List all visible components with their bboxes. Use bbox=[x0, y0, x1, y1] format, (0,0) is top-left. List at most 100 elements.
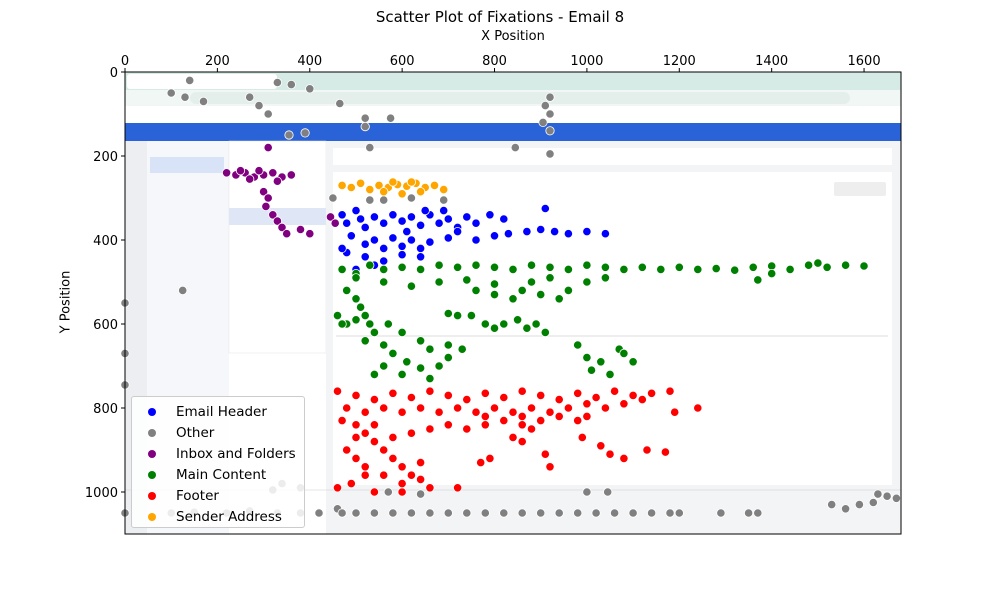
data-point-main-content bbox=[365, 319, 375, 329]
data-point-other bbox=[379, 195, 389, 205]
data-point-inbox-and-folders bbox=[295, 224, 306, 235]
data-point-other bbox=[245, 92, 255, 102]
x-tick-label: 1200 bbox=[663, 54, 696, 69]
data-point-main-content bbox=[711, 263, 721, 274]
data-point-footer bbox=[351, 390, 361, 400]
data-point-main-content bbox=[628, 357, 638, 367]
data-point-main-content bbox=[499, 319, 509, 329]
data-point-email-header bbox=[337, 243, 347, 253]
data-point-footer bbox=[406, 470, 416, 480]
data-point-main-content bbox=[489, 323, 500, 333]
data-point-inbox-and-folders bbox=[222, 168, 232, 178]
data-point-main-content bbox=[582, 352, 592, 363]
data-point-email-header bbox=[540, 203, 550, 214]
data-point-main-content bbox=[563, 264, 574, 274]
data-point-main-content bbox=[803, 260, 814, 270]
data-point-footer bbox=[415, 403, 426, 413]
data-point-main-content bbox=[425, 344, 435, 354]
data-point-footer bbox=[369, 394, 379, 405]
data-point-footer bbox=[332, 386, 343, 396]
data-point-footer bbox=[369, 487, 379, 497]
y-tick-label: 600 bbox=[93, 318, 118, 333]
legend-item: Email Header bbox=[132, 402, 304, 422]
data-point-main-content bbox=[360, 310, 370, 321]
data-point-footer bbox=[665, 386, 675, 396]
data-point-inbox-and-folders bbox=[258, 187, 269, 197]
data-point-main-content bbox=[563, 285, 574, 295]
data-point-footer bbox=[545, 407, 555, 417]
data-point-main-content bbox=[434, 277, 444, 287]
data-point-other bbox=[743, 508, 754, 518]
data-point-footer bbox=[351, 420, 361, 430]
data-point-inbox-and-folders bbox=[282, 229, 292, 239]
data-point-other bbox=[536, 508, 546, 518]
data-point-other bbox=[166, 88, 176, 98]
data-point-footer bbox=[660, 447, 671, 457]
data-point-other bbox=[305, 84, 315, 94]
data-point-other bbox=[284, 130, 294, 140]
data-point-inbox-and-folders bbox=[305, 229, 315, 239]
data-point-email-header bbox=[452, 227, 463, 237]
data-point-email-header bbox=[360, 222, 370, 232]
data-point-inbox-and-folders bbox=[254, 166, 264, 176]
legend-label: Other bbox=[176, 425, 215, 441]
data-point-footer bbox=[360, 462, 370, 472]
data-point-other bbox=[198, 96, 209, 107]
series-main-content bbox=[332, 258, 869, 384]
data-point-footer bbox=[425, 424, 435, 434]
data-point-footer bbox=[489, 403, 500, 413]
data-point-main-content bbox=[434, 361, 444, 371]
data-point-email-header bbox=[346, 231, 356, 241]
data-point-main-content bbox=[637, 262, 647, 272]
data-point-main-content bbox=[342, 285, 352, 295]
data-point-other bbox=[674, 508, 684, 518]
data-point-email-header bbox=[379, 243, 389, 253]
data-point-other bbox=[254, 101, 264, 111]
data-point-other bbox=[499, 508, 509, 518]
data-point-other bbox=[462, 508, 472, 518]
data-point-footer bbox=[582, 411, 592, 421]
data-point-email-header bbox=[406, 235, 416, 245]
data-point-main-content bbox=[674, 262, 684, 272]
data-point-other bbox=[425, 508, 435, 518]
data-point-footer bbox=[388, 388, 398, 398]
data-point-main-content bbox=[466, 310, 476, 321]
data-point-sender-address bbox=[397, 189, 407, 199]
data-point-sender-address bbox=[355, 178, 366, 188]
data-point-footer bbox=[554, 411, 564, 421]
data-point-main-content bbox=[526, 260, 537, 270]
data-point-footer bbox=[471, 407, 481, 417]
data-point-main-content bbox=[582, 260, 592, 270]
data-point-footer bbox=[517, 420, 527, 430]
data-point-footer bbox=[609, 386, 620, 396]
data-point-main-content bbox=[605, 369, 615, 379]
data-point-main-content bbox=[540, 327, 550, 337]
x-tick-label: 1000 bbox=[570, 54, 603, 69]
data-point-email-header bbox=[397, 216, 407, 226]
data-point-main-content bbox=[656, 264, 666, 274]
data-point-other bbox=[545, 109, 555, 119]
data-point-main-content bbox=[462, 275, 472, 285]
y-tick-label: 0 bbox=[110, 66, 118, 81]
data-point-other bbox=[510, 143, 520, 153]
data-point-main-content bbox=[619, 348, 629, 358]
data-point-inbox-and-folders bbox=[277, 222, 287, 232]
data-point-footer bbox=[360, 470, 370, 480]
data-point-footer bbox=[540, 449, 550, 459]
data-point-other bbox=[443, 508, 453, 518]
data-point-other bbox=[263, 109, 273, 119]
series-inbox-and-folders bbox=[222, 143, 340, 239]
data-point-main-content bbox=[619, 264, 629, 274]
data-point-footer bbox=[406, 392, 416, 403]
data-point-email-header bbox=[369, 212, 379, 222]
data-point-email-header bbox=[342, 218, 352, 228]
data-point-footer bbox=[342, 403, 352, 413]
x-tick-label: 600 bbox=[390, 54, 415, 69]
data-point-main-content bbox=[457, 344, 467, 354]
data-point-footer bbox=[388, 432, 398, 442]
data-point-footer bbox=[508, 432, 518, 442]
data-point-footer bbox=[369, 436, 379, 447]
data-point-other bbox=[517, 508, 527, 518]
data-point-main-content bbox=[785, 264, 795, 274]
